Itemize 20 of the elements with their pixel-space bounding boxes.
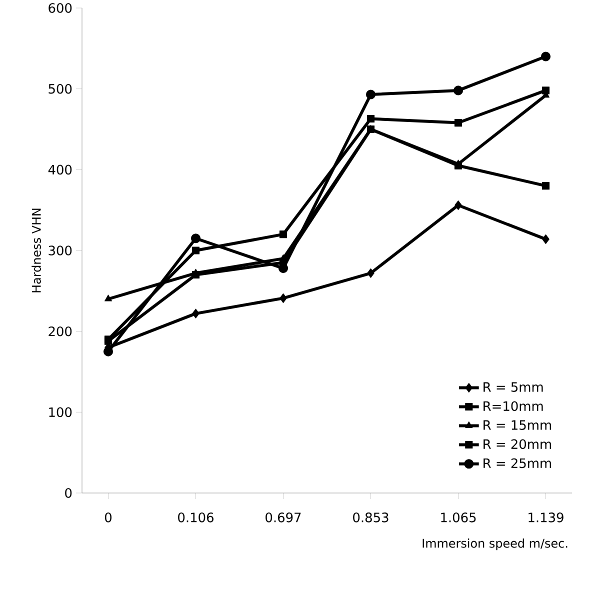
- x-tick-label: 0.697: [266, 512, 301, 522]
- x-tick-label: 0.853: [353, 512, 388, 522]
- x-axis-title: Immersion speed m/sec.: [422, 538, 568, 550]
- x-tick-label: 0.106: [178, 512, 214, 522]
- y-axis-title: Hardness VHN: [32, 208, 41, 292]
- x-tick-label: 0: [104, 512, 112, 522]
- legend-label: R = 20mm: [484, 439, 552, 450]
- legend-label: R = 15mm: [484, 420, 552, 430]
- y-tick-label: 600: [48, 3, 72, 13]
- y-tick-label: 400: [48, 164, 72, 175]
- y-tick-label: 0: [65, 488, 72, 498]
- legend-label: R = 25mm: [484, 458, 552, 468]
- y-tick-label: 100: [49, 407, 72, 418]
- y-tick-label: 300: [48, 246, 72, 256]
- x-tick-label: 1.065: [441, 512, 476, 522]
- x-tick-label: 1.139: [528, 512, 564, 522]
- legend-label: R = 5mm: [484, 382, 543, 392]
- y-tick-label: 200: [48, 326, 72, 336]
- y-tick-label: 500: [48, 84, 72, 94]
- legend-label: R=10mm: [484, 401, 543, 412]
